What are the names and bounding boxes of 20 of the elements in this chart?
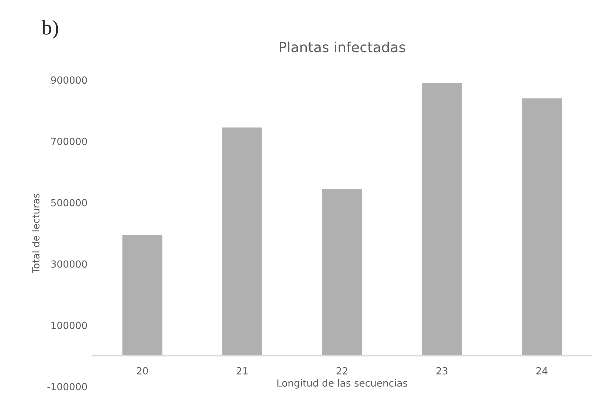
y-axis-title: Total de lecturas: [32, 194, 40, 274]
x-tick-label: 20: [137, 367, 148, 375]
y-tick-label: 700000: [52, 138, 88, 146]
x-axis-title: Longitud de las secuencias: [278, 379, 408, 389]
y-tick-label: 100000: [52, 322, 88, 330]
x-tick-label: 24: [536, 367, 548, 375]
y-tick-label: -100000: [48, 383, 88, 391]
y-tick-label: 300000: [51, 260, 88, 268]
bar: [322, 189, 362, 356]
bar: [422, 83, 462, 356]
text: b): [42, 20, 58, 40]
x-tick-label: 21: [237, 367, 248, 375]
y-tick-label: 500000: [51, 199, 88, 207]
y-tick-label: 900000: [51, 76, 88, 84]
bar: [222, 128, 262, 356]
bar: [522, 98, 562, 356]
bar: [122, 235, 163, 356]
chart-title: Plantas infectadas: [280, 42, 406, 53]
x-tick-label: 22: [336, 367, 348, 375]
x-tick-label: 23: [436, 367, 448, 375]
